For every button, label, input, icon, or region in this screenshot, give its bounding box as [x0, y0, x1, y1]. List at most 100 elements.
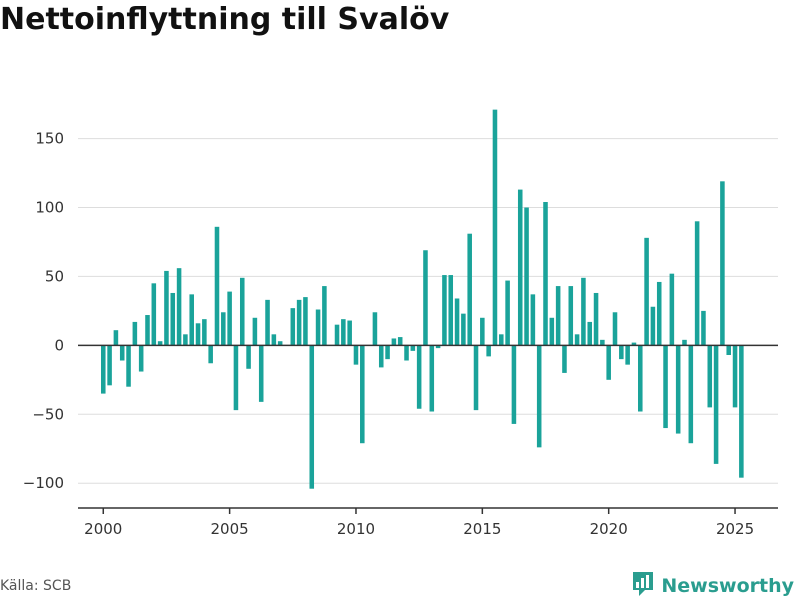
y-tick-label: 100 — [35, 199, 64, 217]
bar — [442, 275, 447, 345]
bar — [202, 319, 207, 345]
bar — [373, 312, 378, 345]
bar — [101, 345, 106, 393]
bar — [682, 340, 687, 346]
bar — [701, 311, 706, 345]
bar — [594, 293, 599, 345]
source-label: Källa: SCB — [0, 578, 71, 594]
bar — [739, 345, 744, 477]
bar — [537, 345, 542, 447]
bar — [335, 325, 340, 346]
bars — [101, 110, 744, 489]
bar — [670, 274, 675, 346]
bar — [107, 345, 112, 385]
bar — [486, 345, 491, 356]
bar — [164, 271, 169, 345]
bar — [625, 345, 630, 364]
bar — [720, 181, 725, 345]
bar — [556, 286, 561, 345]
bar — [512, 345, 517, 424]
bar — [480, 318, 485, 346]
bar — [385, 345, 390, 359]
bar — [170, 293, 175, 345]
bar — [587, 322, 592, 345]
bar — [133, 322, 138, 345]
bar — [303, 297, 308, 345]
bar — [411, 345, 416, 351]
bar — [663, 345, 668, 428]
bar — [120, 345, 125, 360]
bar — [638, 345, 643, 411]
x-tick-label: 2015 — [463, 520, 501, 538]
bar — [493, 110, 498, 346]
bar — [341, 319, 346, 345]
bar — [259, 345, 264, 402]
bar — [354, 345, 359, 364]
bar — [189, 294, 194, 345]
bar — [398, 337, 403, 345]
brand-logo[interactable]: Newsworthy — [631, 570, 794, 602]
bar — [531, 294, 536, 345]
bar — [246, 345, 251, 368]
bar — [505, 281, 510, 346]
bar — [347, 321, 352, 346]
bar — [606, 345, 611, 379]
bar — [316, 310, 321, 346]
bar — [695, 221, 700, 345]
bar — [448, 275, 453, 345]
bar — [644, 238, 649, 346]
bar — [404, 345, 409, 360]
bar — [657, 282, 662, 345]
bar — [139, 345, 144, 371]
bar — [227, 292, 232, 346]
bar — [215, 227, 220, 346]
bar — [208, 345, 213, 363]
y-tick-label: −50 — [32, 405, 64, 423]
bar — [234, 345, 239, 410]
bar — [575, 334, 580, 345]
bar — [689, 345, 694, 443]
y-tick-labels: −100 −50 0 50 100 150 — [23, 130, 64, 493]
bar — [714, 345, 719, 464]
bar — [196, 323, 201, 345]
bar — [474, 345, 479, 410]
bar — [297, 300, 302, 345]
bar — [360, 345, 365, 443]
y-tick-label: 150 — [35, 130, 64, 148]
bar — [240, 278, 245, 346]
x-tick-label: 2010 — [337, 520, 375, 538]
bar — [518, 190, 523, 346]
x-tick-label: 2005 — [211, 520, 249, 538]
bar — [114, 330, 119, 345]
brand-name: Newsworthy — [661, 575, 794, 597]
newsworthy-logo-icon — [631, 570, 655, 602]
bar — [291, 308, 296, 345]
bar — [569, 286, 574, 345]
bar — [543, 202, 548, 345]
bar — [417, 345, 422, 408]
bar — [221, 312, 226, 345]
bar — [726, 345, 731, 355]
y-tick-label: 0 — [54, 336, 64, 354]
bar — [651, 307, 656, 346]
bar — [145, 315, 150, 345]
y-tick-label: −100 — [23, 474, 64, 492]
bar — [707, 345, 712, 407]
y-tick-label: 50 — [45, 267, 64, 285]
bar — [524, 208, 529, 346]
bar — [423, 250, 428, 345]
bar — [581, 278, 586, 346]
bar — [272, 334, 277, 345]
bar — [600, 340, 605, 346]
bar — [309, 345, 314, 488]
bar — [676, 345, 681, 433]
bar — [177, 268, 182, 345]
x-axis: 2000 2005 2010 2015 2020 2025 — [78, 508, 778, 538]
bar — [253, 318, 258, 346]
bar — [619, 345, 624, 359]
bar — [613, 312, 618, 345]
x-tick-label: 2020 — [590, 520, 628, 538]
bar — [392, 338, 397, 345]
bar — [430, 345, 435, 411]
bar-chart: −100−50050100150 2000 2005 2010 2015 2020 202… — [0, 0, 800, 600]
